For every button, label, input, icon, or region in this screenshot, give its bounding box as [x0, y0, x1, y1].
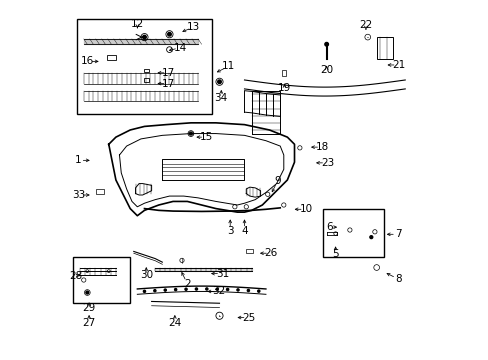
Text: 17: 17 [162, 68, 175, 78]
Circle shape [195, 288, 197, 290]
Text: 16: 16 [81, 57, 94, 66]
Bar [246, 249, 252, 253]
Text: 6: 6 [325, 222, 332, 232]
Text: 4: 4 [241, 226, 247, 236]
Text: 5: 5 [332, 249, 338, 259]
Text: 2: 2 [183, 279, 190, 289]
Text: 26: 26 [264, 248, 277, 258]
Text: 20: 20 [320, 65, 332, 75]
Circle shape [257, 290, 259, 292]
Circle shape [247, 289, 249, 292]
Circle shape [217, 80, 221, 84]
Bar [282, 70, 285, 76]
Text: 12: 12 [130, 19, 143, 29]
Circle shape [154, 289, 156, 292]
Text: 30: 30 [140, 270, 153, 280]
Bar [376, 37, 392, 59]
Circle shape [184, 288, 187, 290]
Circle shape [189, 132, 192, 135]
Text: 34: 34 [214, 93, 227, 103]
Circle shape [324, 42, 328, 46]
Text: 25: 25 [242, 312, 255, 323]
Bar [144, 68, 148, 72]
Text: 3: 3 [226, 226, 233, 236]
Circle shape [369, 236, 372, 239]
Text: 7: 7 [394, 229, 401, 239]
Text: 23: 23 [320, 158, 333, 168]
Circle shape [142, 35, 146, 39]
Text: 17: 17 [162, 78, 175, 89]
Text: 22: 22 [359, 20, 372, 30]
Text: 18: 18 [315, 142, 328, 152]
Text: 13: 13 [187, 22, 200, 32]
Text: 15: 15 [199, 132, 212, 142]
Circle shape [237, 289, 239, 291]
Circle shape [143, 290, 145, 292]
Text: 21: 21 [391, 60, 405, 70]
Circle shape [226, 288, 228, 291]
Bar [73, 257, 130, 303]
Circle shape [86, 291, 88, 294]
Text: 11: 11 [222, 62, 235, 71]
Text: 29: 29 [82, 303, 96, 313]
Circle shape [164, 289, 166, 291]
Text: 10: 10 [299, 204, 312, 214]
Text: 31: 31 [215, 269, 228, 279]
Text: 27: 27 [82, 318, 96, 328]
Bar [107, 55, 116, 60]
Text: 14: 14 [173, 42, 186, 53]
Text: 9: 9 [274, 176, 281, 186]
Circle shape [167, 32, 171, 36]
Bar [77, 19, 212, 114]
Text: 33: 33 [72, 190, 85, 200]
Text: 8: 8 [394, 274, 401, 284]
Circle shape [216, 288, 218, 290]
Bar [96, 189, 104, 194]
Text: 32: 32 [212, 287, 225, 296]
Text: 19: 19 [277, 83, 290, 93]
Text: 1: 1 [75, 156, 81, 165]
Circle shape [174, 288, 176, 291]
Bar [323, 208, 383, 257]
Text: 24: 24 [168, 318, 181, 328]
Text: 28: 28 [69, 271, 82, 281]
Bar [144, 78, 148, 82]
Circle shape [205, 288, 207, 290]
